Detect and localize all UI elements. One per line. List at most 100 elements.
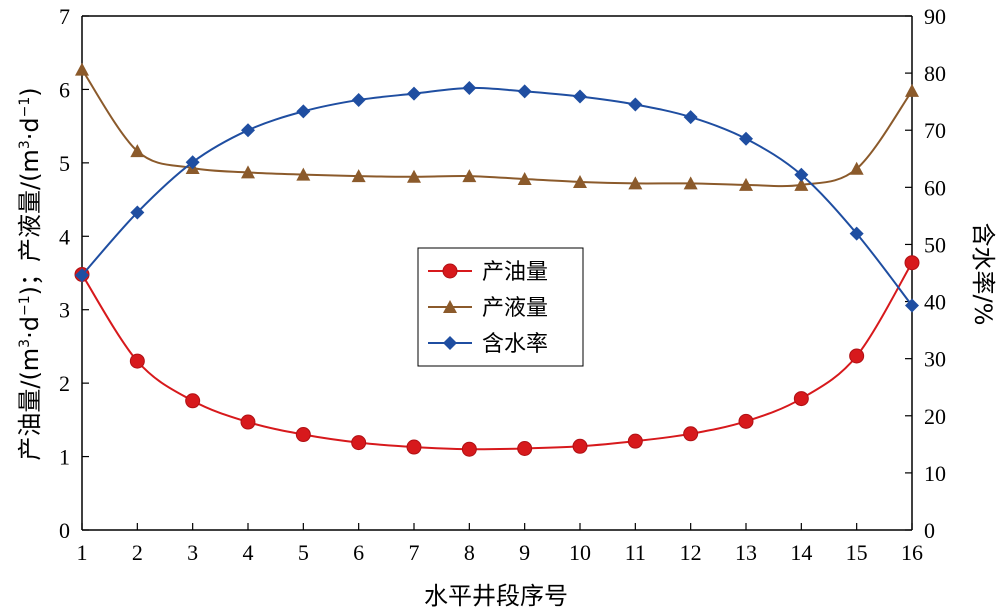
data-point-liquid [75,62,89,76]
data-point-oil [572,438,588,454]
y-right-tick-label: 70 [924,118,946,143]
x-tick-label: 5 [298,540,309,565]
data-point-oil [904,255,920,271]
x-tick-label: 8 [464,540,475,565]
data-point-liquid [683,176,698,190]
x-tick-label: 11 [625,540,646,565]
y-right-tick-label: 20 [924,404,946,429]
data-point-liquid [794,177,809,191]
y-right-tick-label: 90 [924,4,946,29]
data-point-oil [406,439,422,455]
data-point-oil [849,348,865,364]
x-tick-label: 16 [901,540,923,565]
x-tick-label: 9 [519,540,530,565]
data-point-watercut [351,92,366,107]
data-point-watercut [130,205,145,220]
data-point-liquid [241,165,255,179]
x-tick-label: 1 [77,540,88,565]
data-point-oil [793,391,809,407]
legend-label-oil: 产油量 [482,260,548,285]
data-point-oil [461,441,477,457]
y-left-tick-label: 2 [59,371,70,396]
y-right-tick-label: 10 [924,461,946,486]
legend: 产油量 产液量 含水率 [417,247,584,367]
data-point-watercut [683,110,698,125]
data-point-watercut [296,104,311,119]
data-point-watercut [849,226,864,241]
legend-label-watercut: 含水率 [482,332,548,357]
data-point-liquid [407,169,421,183]
legend-item-liquid: 产液量 [428,296,548,321]
data-point-watercut [739,131,753,146]
data-point-liquid [462,169,477,183]
data-point-oil [627,433,643,449]
data-point-liquid [573,174,587,188]
y-right-tick-label: 30 [924,347,946,372]
x-tick-label: 7 [409,540,420,565]
y-left-tick-label: 0 [59,518,70,543]
x-tick-label: 4 [243,540,254,565]
series-line-oil [81,262,913,451]
data-point-watercut [573,89,587,104]
y-right-tick-label: 60 [924,175,946,200]
legend-marker-oil [442,263,458,279]
data-point-watercut [185,155,200,170]
data-point-watercut [905,298,919,313]
x-tick-label: 2 [132,540,143,565]
y-left-tick-label: 1 [59,445,70,470]
y-right-tick-label: 80 [924,61,946,86]
axes-layer: 1 2 3 4 5 6 7 8 9 10 11 12 13 14 15 1601234567010203040… [59,4,946,565]
data-point-oil [683,426,699,442]
legend-marker-watercut [443,336,457,350]
legend-marker-liquid [443,300,457,313]
x-tick-label: 13 [735,540,757,565]
legend-item-watercut: 含水率 [428,332,548,357]
y-right-tick-label: 50 [924,232,946,257]
x-tick-label: 15 [846,540,868,565]
y-axis-right-title: 含水率/% [969,223,997,326]
y-right-tick-label: 0 [924,518,935,543]
x-tick-label: 14 [790,540,812,565]
y-left-tick-label: 4 [59,224,70,249]
data-point-liquid [905,83,919,97]
data-point-liquid [849,161,864,175]
series-layer [74,62,920,457]
data-point-oil [129,353,145,369]
data-point-watercut [794,167,809,182]
data-point-oil [517,440,533,456]
data-point-oil [185,393,201,409]
series-line-watercut [81,86,913,307]
x-tick-label: 12 [680,540,702,565]
legend-label-liquid: 产液量 [482,296,548,321]
data-point-liquid [296,167,311,181]
data-point-oil [295,427,311,443]
data-point-watercut [241,123,255,138]
x-tick-label: 3 [187,540,198,565]
x-tick-label: 6 [353,540,364,565]
data-point-watercut [517,84,532,99]
data-point-liquid [628,176,643,190]
data-point-liquid [130,144,145,158]
y-left-tick-label: 7 [59,4,70,29]
legend-item-oil: 产油量 [428,260,548,285]
x-tick-label: 10 [569,540,591,565]
y-right-tick-label: 40 [924,290,946,315]
y-left-tick-label: 3 [59,298,70,323]
data-point-watercut [462,80,477,95]
series-line-liquid [81,69,913,188]
y-left-tick-label: 6 [59,77,70,102]
data-point-oil [738,413,754,429]
y-left-tick-label: 5 [59,151,70,176]
x-axis-title: 水平井段序号 [424,582,568,610]
data-point-liquid [351,169,366,183]
data-point-oil [240,414,256,430]
data-point-liquid [517,172,532,186]
data-point-watercut [407,86,421,101]
data-point-liquid [739,177,753,191]
y-axis-left-title: 产油量/(m3·d−1)；产液量/(m3·d−1) [16,87,44,460]
data-point-watercut [628,97,643,112]
data-point-watercut [75,268,89,283]
data-point-oil [351,435,367,451]
